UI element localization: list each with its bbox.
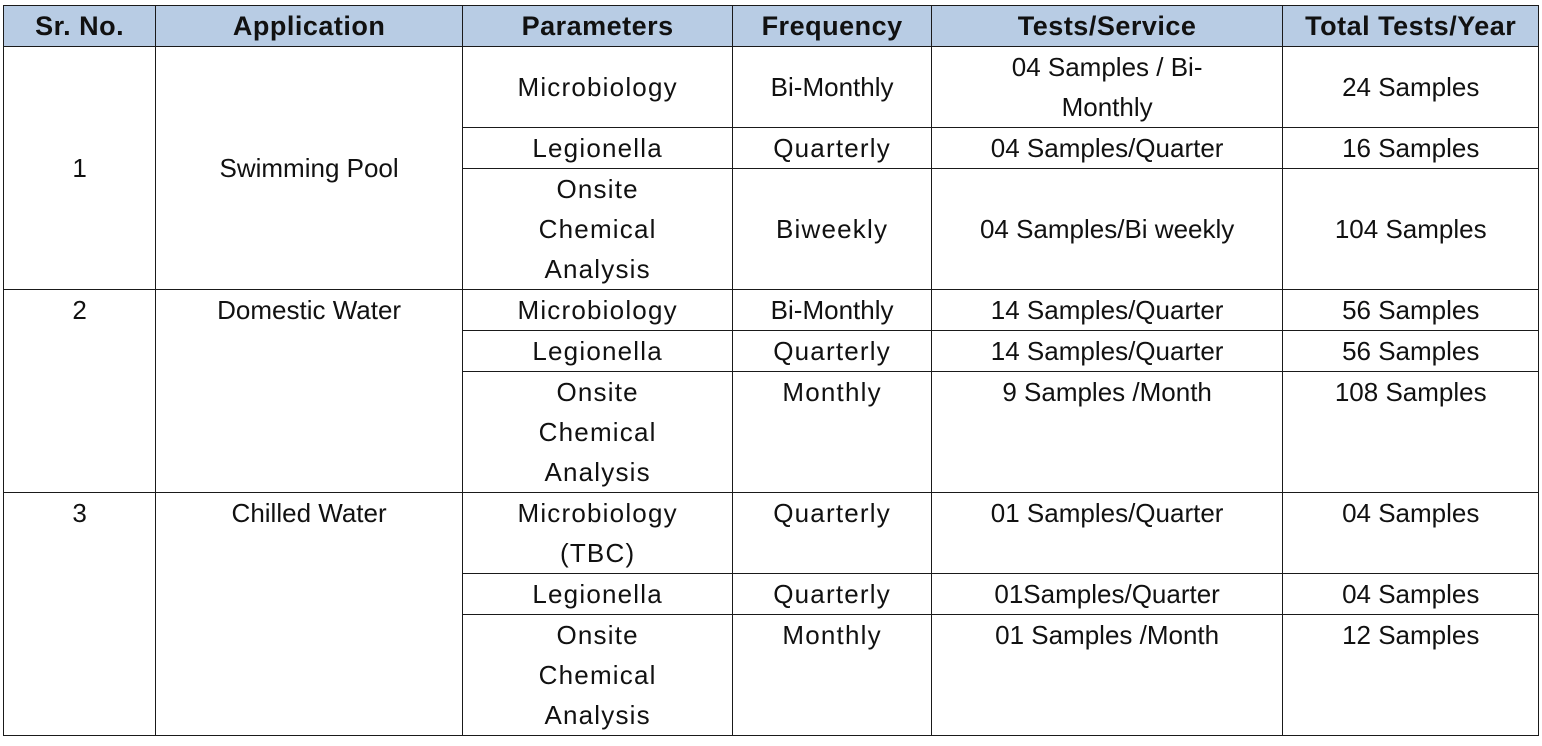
application-cell: Swimming Pool	[155, 46, 463, 290]
sr-no-cell: 2	[2, 289, 157, 493]
tests-service-cell: 14 Samples/Quarter	[930, 330, 1284, 372]
sr-no-cell: 1	[2, 46, 157, 290]
parameter-cell: Onsite Chemical Analysis	[461, 371, 734, 493]
frequency-cell: Bi-Monthly	[732, 46, 932, 128]
total-tests-cell: 24 Samples	[1282, 46, 1539, 128]
parameter-cell: Microbiology (TBC)	[461, 492, 734, 574]
header-parameters: Parameters	[461, 5, 734, 47]
table-row: 1 Swimming Pool Microbiology Bi-Monthly …	[2, 46, 1539, 290]
total-tests-cell: 56 Samples	[1282, 289, 1539, 331]
parameter-cell: Onsite Chemical Analysis	[461, 614, 734, 736]
frequency-cell: Quarterly	[732, 573, 932, 615]
header-total-tests-year: Total Tests/Year	[1282, 5, 1539, 47]
parameter-cell: Microbiology	[461, 46, 734, 128]
table-row: Legionella Quarterly 01Samples/Quarter 0…	[4, 573, 1539, 615]
table-row: Onsite Chemical Analysis Monthly 01 Samp…	[4, 614, 1539, 736]
tests-service-cell: 14 Samples/Quarter	[930, 289, 1284, 331]
header-row: Sr. No. Application Parameters Frequency…	[2, 5, 1539, 47]
table-row: 2 Domestic Water Microbiology Bi-Monthly…	[2, 289, 1539, 493]
tests-service-cell: 01Samples/Quarter	[930, 573, 1284, 615]
tests-service-cell: 04 Samples/Bi weekly	[930, 168, 1284, 290]
total-tests-cell: 12 Samples	[1282, 614, 1539, 736]
table-row: Onsite Chemical Analysis Biweekly 04 Sam…	[4, 168, 1539, 290]
parameter-cell: Microbiology	[461, 289, 734, 331]
frequency-cell: Quarterly	[732, 492, 932, 574]
parameter-cell: Onsite Chemical Analysis	[461, 168, 734, 290]
frequency-cell: Quarterly	[732, 330, 932, 372]
sr-no-cell: 3	[2, 492, 157, 736]
total-tests-cell: 56 Samples	[1282, 330, 1539, 372]
table-row: Legionella Quarterly 14 Samples/Quarter …	[4, 330, 1539, 372]
testing-schedule-table: Sr. No. Application Parameters Frequency…	[2, 5, 1539, 736]
total-tests-cell: 16 Samples	[1282, 127, 1539, 169]
application-cell: Domestic Water	[155, 289, 463, 493]
table-row: Onsite Chemical Analysis Monthly 9 Sampl…	[4, 371, 1539, 493]
frequency-cell: Bi-Monthly	[732, 289, 932, 331]
parameter-cell: Legionella	[461, 127, 734, 169]
application-cell: Chilled Water	[155, 492, 463, 736]
tests-service-cell: 04 Samples / Bi-Monthly	[930, 46, 1284, 128]
frequency-cell: Quarterly	[732, 127, 932, 169]
header-sr-no: Sr. No.	[2, 5, 157, 47]
total-tests-cell: 104 Samples	[1282, 168, 1539, 290]
tests-service-cell: 9 Samples /Month	[930, 371, 1284, 493]
tests-service-cell: 04 Samples/Quarter	[930, 127, 1284, 169]
table-row: 3 Chilled Water Microbiology (TBC) Quart…	[2, 492, 1539, 736]
header-frequency: Frequency	[732, 5, 932, 47]
total-tests-cell: 108 Samples	[1282, 371, 1539, 493]
total-tests-cell: 04 Samples	[1282, 492, 1539, 574]
parameter-cell: Legionella	[461, 573, 734, 615]
tests-service-cell: 01 Samples /Month	[930, 614, 1284, 736]
header-application: Application	[155, 5, 463, 47]
header-tests-service: Tests/Service	[930, 5, 1284, 47]
frequency-cell: Monthly	[732, 614, 932, 736]
parameter-cell: Legionella	[461, 330, 734, 372]
tests-service-cell: 01 Samples/Quarter	[930, 492, 1284, 574]
frequency-cell: Biweekly	[732, 168, 932, 290]
total-tests-cell: 04 Samples	[1282, 573, 1539, 615]
frequency-cell: Monthly	[732, 371, 932, 493]
